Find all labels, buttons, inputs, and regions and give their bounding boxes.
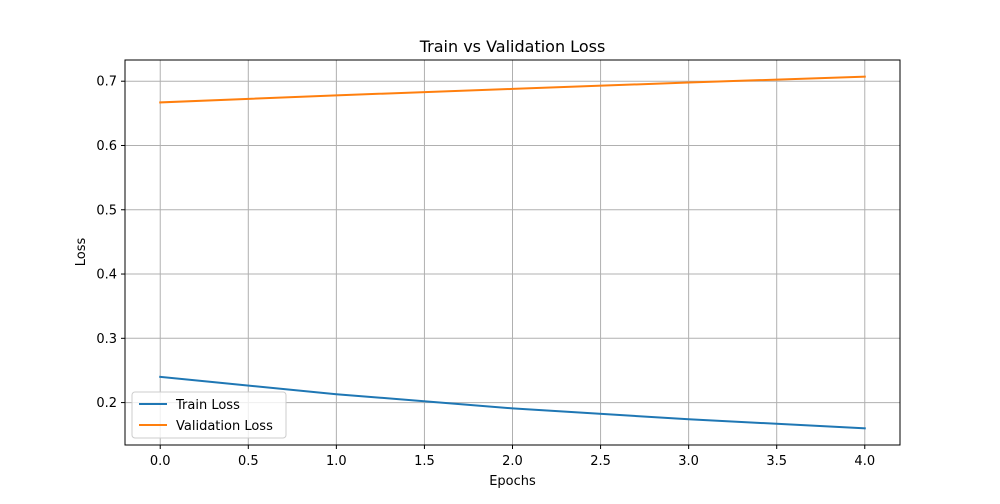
series-lines bbox=[159, 75, 866, 430]
data-point-validation-loss bbox=[512, 88, 514, 90]
grid-lines bbox=[125, 60, 900, 445]
x-tick-label: 1.5 bbox=[414, 454, 435, 469]
series-line-validation-loss bbox=[159, 75, 866, 104]
data-point-validation-loss bbox=[864, 76, 866, 78]
y-tick-label: 0.6 bbox=[96, 139, 117, 154]
x-tick-label: 3.5 bbox=[766, 454, 787, 469]
y-axis-ticks: 0.2 0.3 0.4 0.5 0.6 0.7 bbox=[96, 75, 125, 411]
y-tick-label: 0.3 bbox=[96, 332, 117, 347]
data-point-train-loss bbox=[159, 376, 161, 378]
x-tick-label: 1.0 bbox=[326, 454, 347, 469]
x-tick-label: 4.0 bbox=[854, 454, 875, 469]
y-tick-label: 0.7 bbox=[96, 75, 117, 90]
data-point-train-loss bbox=[512, 407, 514, 409]
y-tick-label: 0.4 bbox=[96, 268, 117, 283]
y-axis-title: Loss bbox=[74, 238, 89, 267]
y-tick-label: 0.5 bbox=[96, 203, 117, 218]
x-tick-label: 0.0 bbox=[150, 454, 171, 469]
data-point-validation-loss bbox=[335, 94, 337, 96]
data-point-train-loss bbox=[335, 393, 337, 395]
legend: Train Loss Validation Loss bbox=[131, 391, 287, 439]
y-tick-label: 0.2 bbox=[96, 396, 117, 411]
x-tick-label: 2.5 bbox=[590, 454, 611, 469]
legend-label-validation-loss: Validation Loss bbox=[176, 419, 273, 434]
legend-label-train-loss: Train Loss bbox=[175, 398, 240, 413]
data-point-validation-loss bbox=[159, 101, 161, 103]
data-point-train-loss bbox=[688, 418, 690, 420]
data-point-train-loss bbox=[864, 427, 866, 429]
x-tick-label: 2.0 bbox=[502, 454, 523, 469]
chart-title: Train vs Validation Loss bbox=[419, 37, 606, 56]
x-axis-title: Epochs bbox=[489, 474, 536, 489]
legend-box bbox=[131, 391, 287, 439]
x-axis-ticks: 0.0 0.5 1.0 1.5 2.0 2.5 3.0 3.5 4.0 bbox=[150, 445, 875, 469]
x-tick-label: 3.0 bbox=[678, 454, 699, 469]
data-point-validation-loss bbox=[688, 81, 690, 83]
x-tick-label: 0.5 bbox=[238, 454, 259, 469]
series-line-train-loss bbox=[159, 375, 866, 430]
